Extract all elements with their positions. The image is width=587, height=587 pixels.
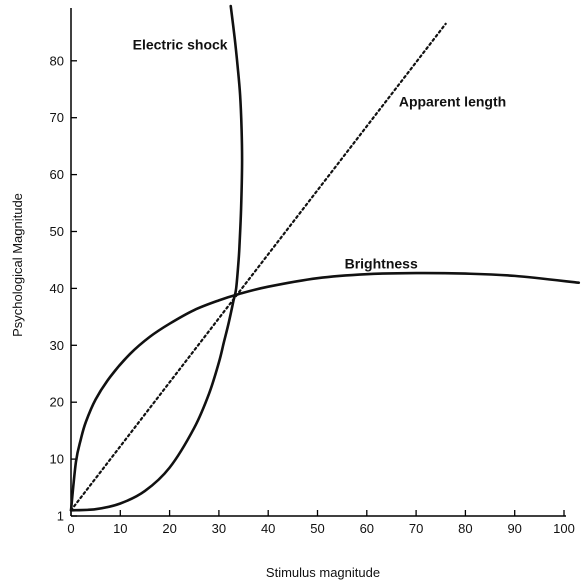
series-line-apparent-length bbox=[69, 22, 447, 512]
series-label-brightness: Brightness bbox=[345, 255, 418, 271]
x-tick-label: 40 bbox=[261, 521, 275, 536]
y-tick-label: 1 bbox=[57, 509, 64, 524]
series-label-electric-shock: Electric shock bbox=[133, 36, 228, 52]
series-layer bbox=[69, 4, 581, 512]
y-tick-label: 30 bbox=[50, 338, 64, 353]
y-tick-label: 50 bbox=[50, 224, 64, 239]
x-tick-label: 10 bbox=[113, 521, 127, 536]
x-tick-label: 30 bbox=[212, 521, 226, 536]
y-tick-label: 40 bbox=[50, 281, 64, 296]
x-tick-label: 60 bbox=[360, 521, 374, 536]
y-tick-label: 20 bbox=[50, 395, 64, 410]
x-axis-title: Stimulus magnitude bbox=[266, 565, 380, 580]
y-axis-title: Psychological Magnitude bbox=[10, 193, 25, 337]
y-tick-label: 10 bbox=[50, 452, 64, 467]
x-tick-label: 20 bbox=[162, 521, 176, 536]
x-tick-label: 50 bbox=[310, 521, 324, 536]
x-tick-label: 90 bbox=[507, 521, 521, 536]
x-tick-label: 70 bbox=[409, 521, 423, 536]
x-tick-label: 0 bbox=[67, 521, 74, 536]
y-tick-label: 60 bbox=[50, 167, 64, 182]
x-tick-label: 100 bbox=[553, 521, 575, 536]
series-line-electric-shock bbox=[69, 4, 244, 512]
y-tick-label: 80 bbox=[50, 53, 64, 68]
x-tick-label: 80 bbox=[458, 521, 472, 536]
annotation-layer: Electric shock Apparent length Brightness bbox=[133, 36, 507, 271]
series-label-apparent-length: Apparent length bbox=[399, 93, 506, 109]
series-line-brightness bbox=[69, 271, 581, 512]
y-tick-label: 70 bbox=[50, 110, 64, 125]
